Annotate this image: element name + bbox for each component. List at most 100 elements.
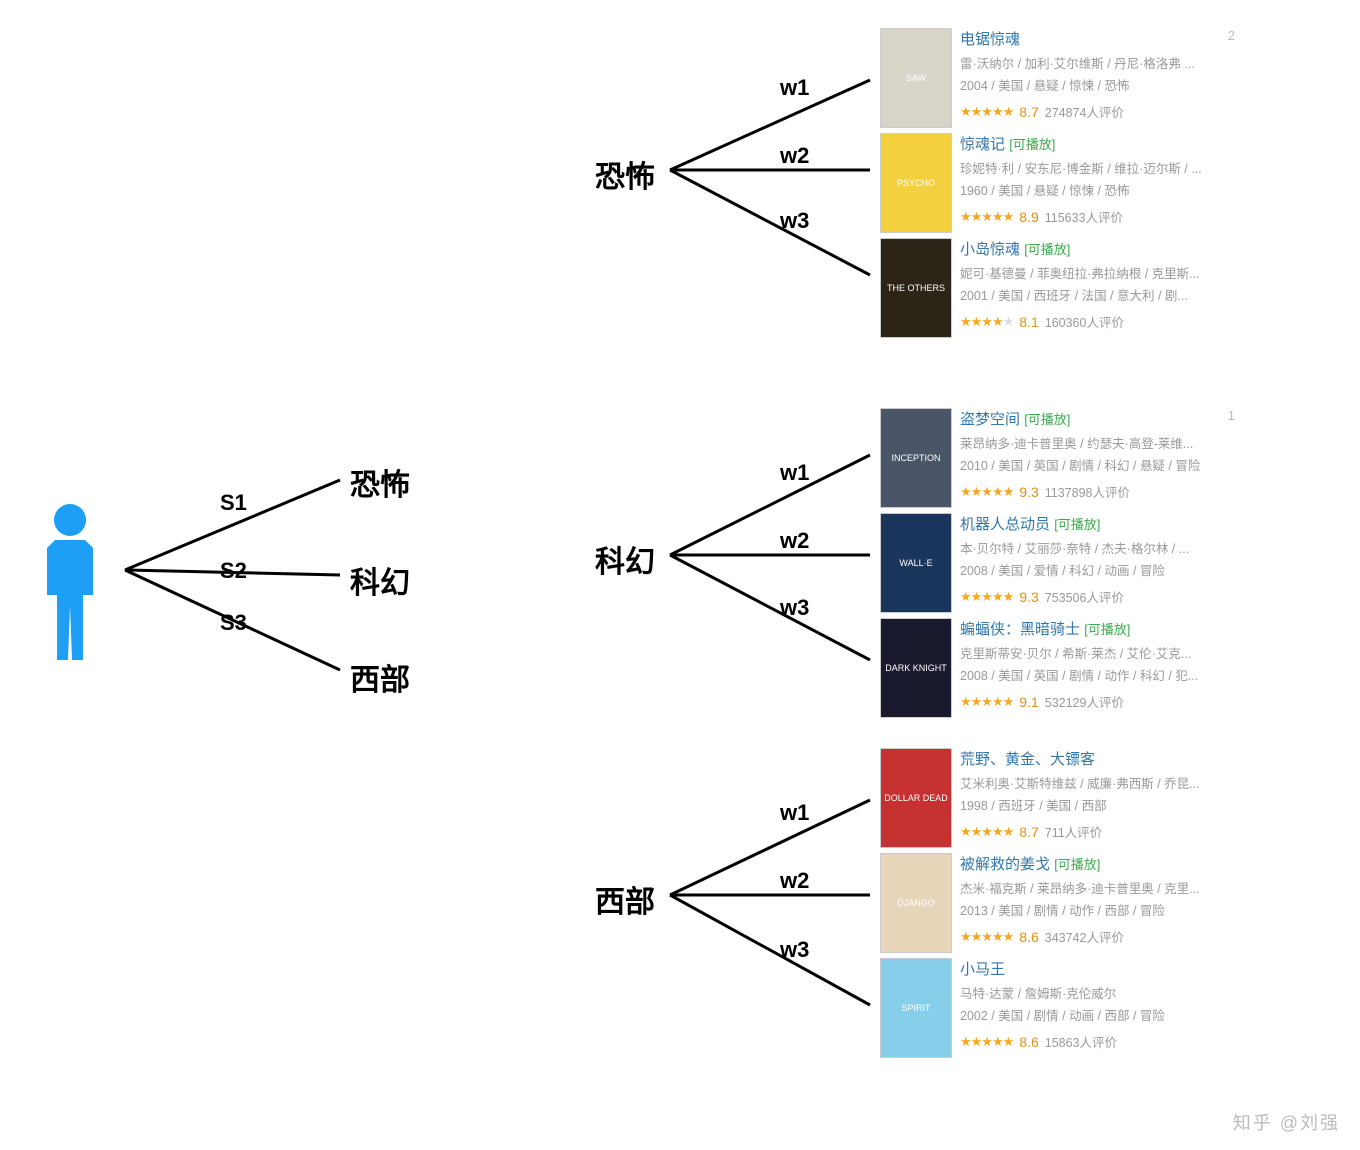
w-g3-2: w2	[780, 868, 809, 894]
genre-left-1: 恐怖	[350, 460, 410, 504]
movie-cast: 雷·沃纳尔 / 加利·艾尔维斯 / 丹尼·格洛弗 ...	[960, 53, 1235, 72]
movie-title[interactable]: 蝙蝠侠：黑暗骑士	[960, 621, 1080, 638]
movie-info: 2 电锯惊魂 雷·沃纳尔 / 加利·艾尔维斯 / 丹尼·格洛弗 ... 2004…	[960, 28, 1235, 128]
movie-card: DJANGO 被解救的姜戈 [可播放] 杰米·福克斯 / 莱昂纳多·迪卡普里奥 …	[880, 853, 1235, 953]
movie-count: 115633人评价	[1045, 207, 1123, 226]
movie-cast: 杰米·福克斯 / 莱昂纳多·迪卡普里奥 / 克里...	[960, 878, 1235, 897]
movie-card: DARK KNIGHT 蝙蝠侠：黑暗骑士 [可播放] 克里斯蒂安·贝尔 / 希斯…	[880, 618, 1235, 718]
movie-info: 小马王 马特·达蒙 / 詹姆斯·克伦威尔 2002 / 美国 / 剧情 / 动画…	[960, 958, 1235, 1058]
movie-rank: 1	[1228, 408, 1235, 423]
movie-info: 被解救的姜戈 [可播放] 杰米·福克斯 / 莱昂纳多·迪卡普里奥 / 克里...…	[960, 853, 1235, 953]
movie-meta: 2008 / 美国 / 英国 / 剧情 / 动作 / 科幻 / 犯...	[960, 665, 1235, 684]
movie-poster: SPIRIT	[880, 958, 952, 1058]
star-rating: ★★★★★	[960, 589, 1013, 605]
w-g1-3: w3	[780, 208, 809, 234]
playable-tag: [可播放]	[1054, 517, 1100, 532]
movie-cast: 克里斯蒂安·贝尔 / 希斯·莱杰 / 艾伦·艾克...	[960, 643, 1235, 662]
movie-title[interactable]: 荒野、黄金、大镖客	[960, 751, 1095, 768]
movie-poster: PSYCHO	[880, 133, 952, 233]
movie-score: 8.1	[1019, 314, 1038, 330]
movie-count: 711人评价	[1045, 822, 1102, 841]
genre-hub-2: 科幻	[595, 537, 655, 581]
genre-hub-3: 西部	[595, 877, 655, 921]
person-icon	[25, 500, 115, 670]
movie-card: DOLLAR DEAD 荒野、黄金、大镖客 艾米利奥·艾斯特维兹 / 威廉·弗西…	[880, 748, 1235, 848]
w-g1-1: w1	[780, 75, 809, 101]
movie-title[interactable]: 电锯惊魂	[960, 31, 1020, 48]
star-rating: ★★★★★	[960, 824, 1013, 840]
movie-meta: 2008 / 美国 / 爱情 / 科幻 / 动画 / 冒险	[960, 560, 1235, 579]
watermark: 知乎 @刘强	[1233, 1109, 1340, 1135]
playable-tag: [可播放]	[1009, 137, 1055, 152]
edge-label-s3: S3	[220, 610, 247, 636]
movie-score: 8.6	[1019, 1034, 1038, 1050]
star-rating: ★★★★★	[960, 314, 1013, 330]
playable-tag: [可播放]	[1024, 242, 1070, 257]
playable-tag: [可播放]	[1024, 412, 1070, 427]
movie-info: 机器人总动员 [可播放] 本·贝尔特 / 艾丽莎·奈特 / 杰夫·格尔林 / .…	[960, 513, 1235, 613]
star-rating: ★★★★★	[960, 484, 1013, 500]
movie-cast: 艾米利奥·艾斯特维兹 / 威廉·弗西斯 / 乔昆...	[960, 773, 1235, 792]
movie-meta: 1998 / 西班牙 / 美国 / 西部	[960, 795, 1235, 814]
star-rating: ★★★★★	[960, 104, 1013, 120]
movie-score: 8.7	[1019, 824, 1038, 840]
movie-meta: 1960 / 美国 / 悬疑 / 惊悚 / 恐怖	[960, 180, 1235, 199]
movie-cast: 妮可·基德曼 / 菲奥纽拉·弗拉纳根 / 克里斯...	[960, 263, 1235, 282]
movie-count: 532129人评价	[1045, 692, 1124, 711]
movie-count: 753506人评价	[1045, 587, 1124, 606]
movie-meta: 2010 / 美国 / 英国 / 剧情 / 科幻 / 悬疑 / 冒险	[960, 455, 1235, 474]
movie-count: 160360人评价	[1045, 312, 1124, 331]
movie-poster: DJANGO	[880, 853, 952, 953]
movie-card: SAW 2 电锯惊魂 雷·沃纳尔 / 加利·艾尔维斯 / 丹尼·格洛弗 ... …	[880, 28, 1235, 128]
movie-title[interactable]: 惊魂记	[960, 136, 1005, 153]
movie-title[interactable]: 机器人总动员	[960, 516, 1050, 533]
movie-poster: DARK KNIGHT	[880, 618, 952, 718]
movie-info: 小岛惊魂 [可播放] 妮可·基德曼 / 菲奥纽拉·弗拉纳根 / 克里斯... 2…	[960, 238, 1235, 338]
movie-info: 惊魂记 [可播放] 珍妮特·利 / 安东尼·博金斯 / 维拉·迈尔斯 / ...…	[960, 133, 1235, 233]
movie-score: 8.7	[1019, 104, 1038, 120]
movie-count: 1137898人评价	[1045, 482, 1130, 501]
movie-count: 15863人评价	[1045, 1032, 1117, 1051]
movie-poster: DOLLAR DEAD	[880, 748, 952, 848]
genre-left-2: 科幻	[350, 558, 410, 602]
playable-tag: [可播放]	[1084, 622, 1130, 637]
movie-title[interactable]: 被解救的姜戈	[960, 856, 1050, 873]
movie-info: 荒野、黄金、大镖客 艾米利奥·艾斯特维兹 / 威廉·弗西斯 / 乔昆... 19…	[960, 748, 1235, 848]
movie-meta: 2004 / 美国 / 悬疑 / 惊悚 / 恐怖	[960, 75, 1235, 94]
movie-card: WALL·E 机器人总动员 [可播放] 本·贝尔特 / 艾丽莎·奈特 / 杰夫·…	[880, 513, 1235, 613]
w-g3-3: w3	[780, 937, 809, 963]
edge-label-s2: S2	[220, 558, 247, 584]
star-rating: ★★★★★	[960, 209, 1013, 225]
star-rating: ★★★★★	[960, 694, 1013, 710]
movie-card: SPIRIT 小马王 马特·达蒙 / 詹姆斯·克伦威尔 2002 / 美国 / …	[880, 958, 1235, 1058]
movie-meta: 2001 / 美国 / 西班牙 / 法国 / 意大利 / 剧...	[960, 285, 1235, 304]
movie-cast: 本·贝尔特 / 艾丽莎·奈特 / 杰夫·格尔林 / ...	[960, 538, 1235, 557]
genre-left-3: 西部	[350, 655, 410, 699]
movie-card: INCEPTION 1 盗梦空间 [可播放] 莱昂纳多·迪卡普里奥 / 约瑟夫·…	[880, 408, 1235, 508]
movie-poster: THE OTHERS	[880, 238, 952, 338]
movie-cast: 莱昂纳多·迪卡普里奥 / 约瑟夫·高登-莱维...	[960, 433, 1235, 452]
movie-cast: 马特·达蒙 / 詹姆斯·克伦威尔	[960, 983, 1235, 1002]
star-rating: ★★★★★	[960, 929, 1013, 945]
movie-title[interactable]: 小岛惊魂	[960, 241, 1020, 258]
movie-score: 9.1	[1019, 694, 1038, 710]
w-g3-1: w1	[780, 800, 809, 826]
movie-card: THE OTHERS 小岛惊魂 [可播放] 妮可·基德曼 / 菲奥纽拉·弗拉纳根…	[880, 238, 1235, 338]
edge-label-s1: S1	[220, 490, 247, 516]
w-g1-2: w2	[780, 143, 809, 169]
movie-cast: 珍妮特·利 / 安东尼·博金斯 / 维拉·迈尔斯 / ...	[960, 158, 1235, 177]
movie-count: 343742人评价	[1045, 927, 1124, 946]
w-g2-1: w1	[780, 460, 809, 486]
movie-score: 9.3	[1019, 484, 1038, 500]
movie-title[interactable]: 盗梦空间	[960, 411, 1020, 428]
movie-info: 蝙蝠侠：黑暗骑士 [可播放] 克里斯蒂安·贝尔 / 希斯·莱杰 / 艾伦·艾克.…	[960, 618, 1235, 718]
movie-count: 274874人评价	[1045, 102, 1124, 121]
genre-hub-1: 恐怖	[595, 152, 655, 196]
playable-tag: [可播放]	[1054, 857, 1100, 872]
movie-poster: INCEPTION	[880, 408, 952, 508]
movie-card: PSYCHO 惊魂记 [可播放] 珍妮特·利 / 安东尼·博金斯 / 维拉·迈尔…	[880, 133, 1235, 233]
movie-meta: 2013 / 美国 / 剧情 / 动作 / 西部 / 冒险	[960, 900, 1235, 919]
movie-score: 9.3	[1019, 589, 1038, 605]
movie-title[interactable]: 小马王	[960, 961, 1005, 978]
movie-poster: WALL·E	[880, 513, 952, 613]
